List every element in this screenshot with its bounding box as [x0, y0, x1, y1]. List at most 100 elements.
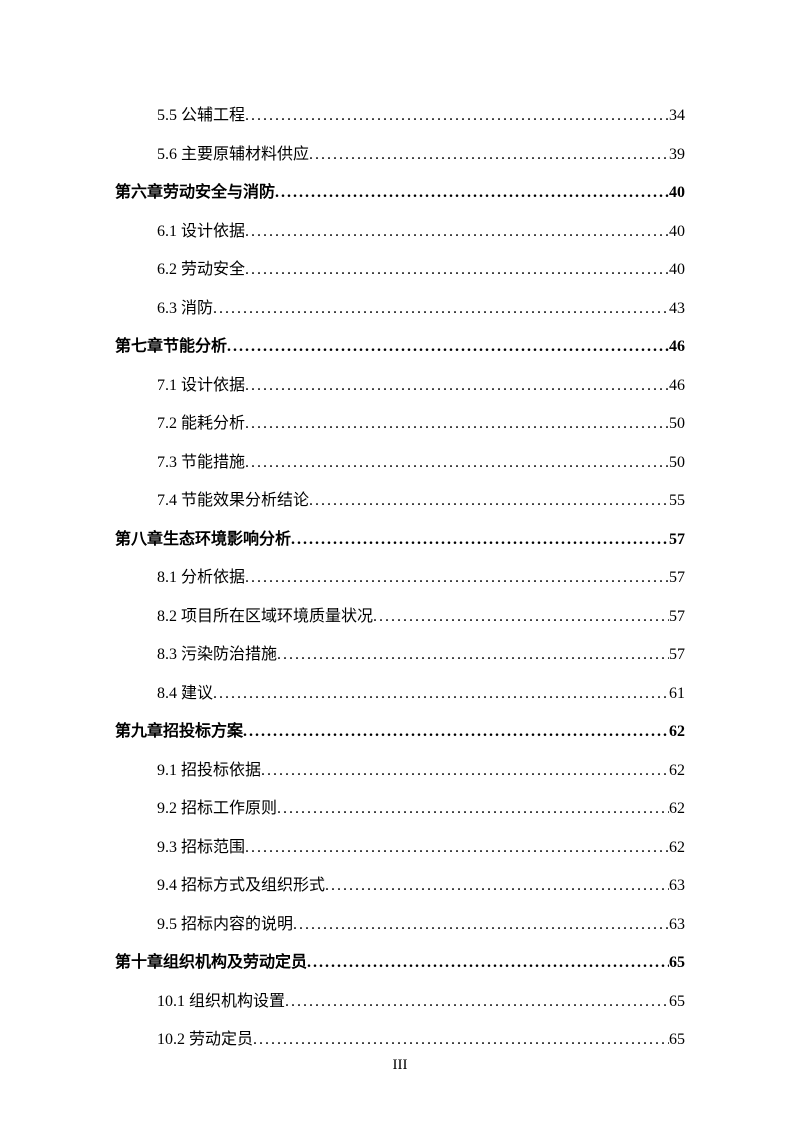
toc-page: 39 — [669, 147, 685, 163]
toc-page: 62 — [669, 724, 685, 740]
toc-entry: 第八章生态环境影响分析 ............................… — [115, 532, 685, 548]
toc-entry: 7.2 能耗分析 ...............................… — [115, 416, 685, 432]
toc-leader-dots: ........................................… — [245, 455, 669, 471]
toc-leader-dots: ........................................… — [245, 378, 669, 394]
toc-leader-dots: ........................................… — [373, 609, 669, 625]
toc-entry: 5.6 主要原辅材料供应 ...........................… — [115, 147, 685, 163]
toc-title: 6.1 设计依据 — [157, 224, 245, 240]
toc-page: 50 — [669, 416, 685, 432]
toc-page: 46 — [669, 378, 685, 394]
toc-page: 55 — [669, 493, 685, 509]
toc-entry: 第六章劳动安全与消防 .............................… — [115, 185, 685, 201]
page-number: III — [0, 1057, 800, 1074]
toc-entry: 6.3 消防 .................................… — [115, 301, 685, 317]
toc-leader-dots: ........................................… — [277, 801, 669, 817]
toc-entry: 10.2 劳动定员 ..............................… — [115, 1032, 685, 1048]
toc-entry: 第七章节能分析 ................................… — [115, 339, 685, 355]
toc-title: 7.2 能耗分析 — [157, 416, 245, 432]
toc-entry: 第九章招投标方案 ...............................… — [115, 724, 685, 740]
toc-leader-dots: ........................................… — [307, 955, 669, 971]
toc-title: 5.6 主要原辅材料供应 — [157, 147, 309, 163]
toc-page: 63 — [669, 917, 685, 933]
toc-title: 5.5 公辅工程 — [157, 108, 245, 124]
toc-entry: 9.1 招投标依据 ..............................… — [115, 763, 685, 779]
toc-leader-dots: ........................................… — [309, 493, 669, 509]
toc-page: 40 — [669, 262, 685, 278]
toc-leader-dots: ........................................… — [291, 532, 669, 548]
toc-page: 57 — [669, 609, 685, 625]
toc-page: 57 — [669, 647, 685, 663]
toc-title: 6.3 消防 — [157, 301, 213, 317]
toc-entry: 6.2 劳动安全 ...............................… — [115, 262, 685, 278]
toc-entry: 5.5 公辅工程 ...............................… — [115, 108, 685, 124]
toc-title: 9.5 招标内容的说明 — [157, 917, 293, 933]
toc-title: 10.2 劳动定员 — [157, 1032, 253, 1048]
toc-leader-dots: ........................................… — [277, 647, 669, 663]
toc-leader-dots: ........................................… — [325, 878, 669, 894]
toc-entry: 8.3 污染防治措施 .............................… — [115, 647, 685, 663]
toc-page: 61 — [669, 686, 685, 702]
toc-page: 62 — [669, 763, 685, 779]
toc-title: 7.1 设计依据 — [157, 378, 245, 394]
toc-leader-dots: ........................................… — [261, 763, 669, 779]
toc-leader-dots: ........................................… — [245, 570, 669, 586]
toc-title: 9.4 招标方式及组织形式 — [157, 878, 325, 894]
toc-page: 34 — [669, 108, 685, 124]
toc-page: 57 — [669, 532, 685, 548]
toc-entry: 第十章组织机构及劳动定员 ...........................… — [115, 955, 685, 971]
toc-entry: 9.2 招标工作原则 .............................… — [115, 801, 685, 817]
toc-entry: 10.1 组织机构设置 ............................… — [115, 994, 685, 1010]
toc-page: 43 — [669, 301, 685, 317]
toc-page: 57 — [669, 570, 685, 586]
toc-title: 9.1 招投标依据 — [157, 763, 261, 779]
toc-entry: 8.2 项目所在区域环境质量状况 .......................… — [115, 609, 685, 625]
toc-title: 9.2 招标工作原则 — [157, 801, 277, 817]
toc-leader-dots: ........................................… — [253, 1032, 669, 1048]
toc-title: 6.2 劳动安全 — [157, 262, 245, 278]
toc-leader-dots: ........................................… — [245, 416, 669, 432]
toc-title: 7.3 节能措施 — [157, 455, 245, 471]
toc-leader-dots: ........................................… — [227, 339, 669, 355]
toc-page: 62 — [669, 801, 685, 817]
toc-leader-dots: ........................................… — [243, 724, 669, 740]
toc-page: 65 — [669, 955, 685, 971]
toc-leader-dots: ........................................… — [285, 994, 669, 1010]
toc-page: 40 — [669, 224, 685, 240]
toc-title: 第七章节能分析 — [115, 339, 227, 355]
toc-page: 65 — [669, 1032, 685, 1048]
toc-page: 63 — [669, 878, 685, 894]
toc-entry: 7.3 节能措施 ...............................… — [115, 455, 685, 471]
toc-title: 7.4 节能效果分析结论 — [157, 493, 309, 509]
toc-title: 8.2 项目所在区域环境质量状况 — [157, 609, 373, 625]
toc-title: 8.1 分析依据 — [157, 570, 245, 586]
toc-leader-dots: ........................................… — [245, 262, 669, 278]
toc-title: 第八章生态环境影响分析 — [115, 532, 291, 548]
toc-leader-dots: ........................................… — [245, 840, 669, 856]
toc-entry: 7.1 设计依据 ...............................… — [115, 378, 685, 394]
toc-entry: 9.3 招标范围 ...............................… — [115, 840, 685, 856]
toc-title: 8.4 建议 — [157, 686, 213, 702]
toc-page: 65 — [669, 994, 685, 1010]
toc-leader-dots: ........................................… — [293, 917, 669, 933]
toc-title: 第六章劳动安全与消防 — [115, 185, 275, 201]
toc-entry: 8.4 建议..................................… — [115, 686, 685, 702]
toc-entry: 8.1 分析依据 ...............................… — [115, 570, 685, 586]
toc-page: 50 — [669, 455, 685, 471]
toc-leader-dots: ........................................… — [213, 301, 669, 317]
toc-leader-dots: ........................................… — [245, 108, 669, 124]
toc-page: 40 — [669, 185, 685, 201]
toc-entry: 9.4 招标方式及组织形式 ..........................… — [115, 878, 685, 894]
toc-page: 46 — [669, 339, 685, 355]
toc-title: 9.3 招标范围 — [157, 840, 245, 856]
toc-leader-dots: ........................................… — [245, 224, 669, 240]
toc-leader-dots: ........................................… — [213, 686, 669, 702]
toc-title: 10.1 组织机构设置 — [157, 994, 285, 1010]
toc-entry: 7.4 节能效果分析结论 ...........................… — [115, 493, 685, 509]
table-of-contents: 5.5 公辅工程 ...............................… — [115, 108, 685, 1048]
toc-entry: 9.5 招标内容的说明 ............................… — [115, 917, 685, 933]
toc-page: 62 — [669, 840, 685, 856]
toc-title: 8.3 污染防治措施 — [157, 647, 277, 663]
toc-leader-dots: ........................................… — [275, 185, 669, 201]
toc-entry: 6.1 设计依据 ...............................… — [115, 224, 685, 240]
toc-title: 第十章组织机构及劳动定员 — [115, 955, 307, 971]
